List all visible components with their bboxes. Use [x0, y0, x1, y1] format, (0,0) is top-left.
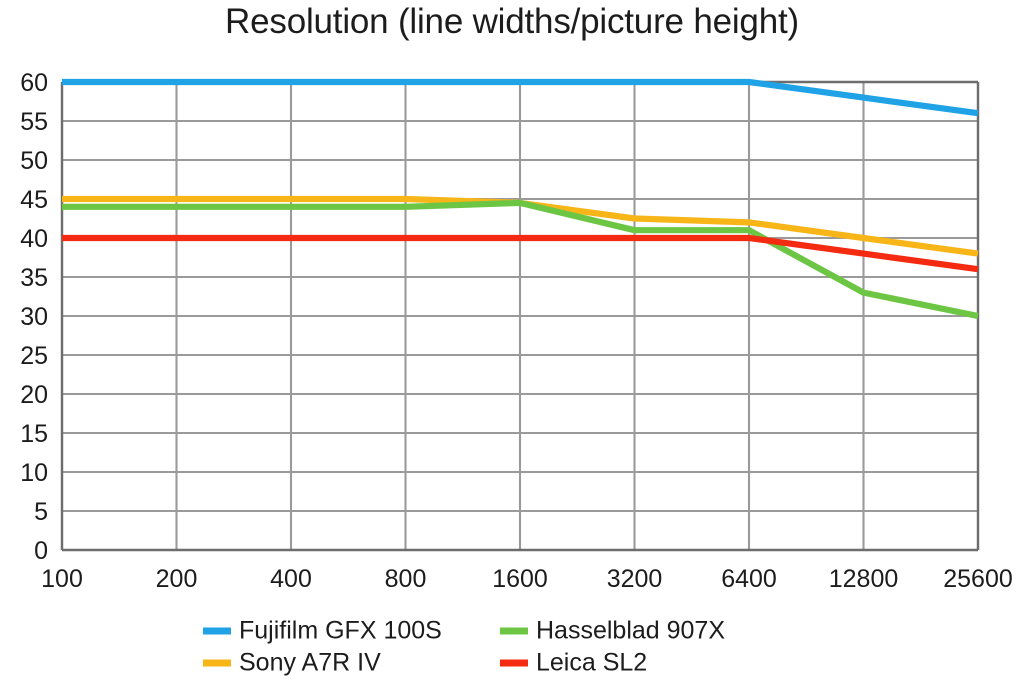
x-tick-label: 6400	[721, 565, 777, 593]
y-tick-label: 50	[20, 147, 48, 175]
legend-label: Hasselblad 907X	[536, 617, 725, 645]
x-tick-label: 12800	[829, 565, 899, 593]
legend-label: Fujifilm GFX 100S	[239, 617, 442, 645]
legend-label: Sony A7R IV	[239, 649, 381, 677]
y-tick-label: 35	[20, 264, 48, 292]
series-line	[62, 234, 979, 273]
x-tick-label: 1600	[492, 565, 548, 593]
y-tick-label: 30	[20, 303, 48, 331]
x-tick-label: 200	[156, 565, 198, 593]
y-tick-label: 0	[34, 537, 48, 565]
chart-title: Resolution (line widths/picture height)	[225, 2, 799, 41]
series-line	[62, 78, 979, 117]
series-line	[62, 199, 979, 320]
y-tick-label: 40	[20, 225, 48, 253]
legend-item: Leica SL2	[500, 649, 647, 677]
y-tick-label: 55	[20, 108, 48, 136]
legend-item: Fujifilm GFX 100S	[203, 617, 442, 645]
grid-layer	[60, 80, 980, 552]
y-tick-label: 20	[20, 381, 48, 409]
x-tick-label: 400	[270, 565, 312, 593]
y-tick-label: 5	[34, 498, 48, 526]
legend-item: Hasselblad 907X	[500, 617, 725, 645]
chart-legend: Fujifilm GFX 100S Hasselblad 907X Sony A7R…	[203, 617, 725, 677]
y-tick-label: 15	[20, 420, 48, 448]
x-tick-label: 800	[385, 565, 427, 593]
x-tick-label: 25600	[943, 565, 1013, 593]
legend-label: Leica SL2	[536, 649, 647, 677]
series-layer	[62, 78, 979, 320]
y-tick-label: 60	[20, 69, 48, 97]
y-axis-tick-labels: 0 5 10 15 20 25 30 35 40 45 50 55 60	[20, 69, 48, 565]
y-tick-label: 45	[20, 186, 48, 214]
x-axis-tick-labels: 100 200 400 800 1600 3200 6400 12800 25600	[41, 565, 1013, 593]
y-tick-label: 10	[20, 459, 48, 487]
x-tick-label: 100	[41, 565, 83, 593]
x-tick-label: 3200	[607, 565, 663, 593]
legend-item: Sony A7R IV	[203, 649, 381, 677]
y-tick-label: 25	[20, 342, 48, 370]
